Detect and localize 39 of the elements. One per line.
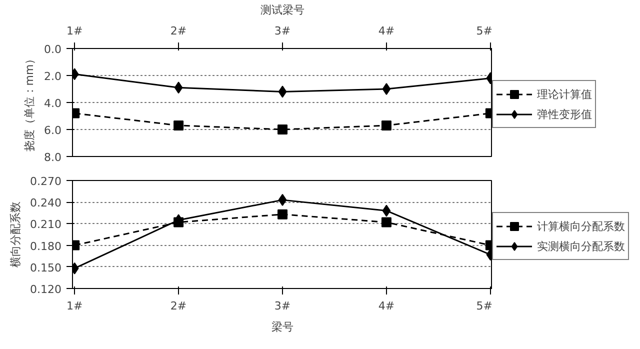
x-tick-label: 5# bbox=[476, 24, 493, 38]
x2-axis-title: 测试梁号 bbox=[260, 4, 304, 16]
x-tick-label: 2# bbox=[170, 24, 187, 38]
y-tick-label: 0.180 bbox=[30, 240, 62, 253]
point bbox=[381, 120, 392, 130]
point bbox=[278, 194, 287, 206]
point bbox=[382, 83, 391, 95]
point bbox=[382, 204, 391, 217]
y-tick-label: 0.120 bbox=[30, 283, 62, 296]
y-tick-label: 2.0 bbox=[44, 70, 62, 83]
point bbox=[278, 124, 288, 134]
point bbox=[381, 217, 392, 228]
y-tick-label: 8.0 bbox=[44, 151, 62, 164]
point bbox=[174, 82, 183, 94]
y-tick-label: 0.240 bbox=[30, 196, 62, 210]
point bbox=[278, 209, 288, 220]
y-axis-title: 横向分配系数 bbox=[9, 202, 22, 268]
x-tick-label: 1# bbox=[66, 24, 83, 38]
y-tick-label: 4.0 bbox=[44, 97, 62, 110]
legend-label: 计算横向分配系数 bbox=[537, 218, 625, 234]
x-tick-label: 4# bbox=[378, 300, 395, 312]
legend-label: 理论计算值 bbox=[537, 86, 592, 102]
y-tick-label: 0.0 bbox=[44, 43, 62, 56]
y-tick-label: 6.0 bbox=[44, 124, 62, 137]
y-axis-title: 挠度（单位：mm） bbox=[23, 53, 36, 152]
x-tick-label: 2# bbox=[170, 300, 187, 312]
x-tick-label: 5# bbox=[476, 300, 493, 312]
legend-label: 弹性变形值 bbox=[537, 106, 592, 122]
x-tick-label: 1# bbox=[66, 300, 83, 312]
point bbox=[174, 120, 184, 130]
x-axis-title: 梁号 bbox=[272, 320, 294, 334]
y-tick-label: 0.150 bbox=[30, 261, 62, 274]
y-tick-label: 0.270 bbox=[30, 175, 62, 188]
point bbox=[278, 86, 287, 98]
x-tick-label: 3# bbox=[274, 300, 291, 312]
x-tick-label: 4# bbox=[378, 24, 395, 38]
y-tick-label: 0.210 bbox=[30, 218, 62, 232]
legend-label: 实测横向分配系数 bbox=[537, 238, 625, 254]
x-tick-label: 3# bbox=[274, 24, 291, 38]
